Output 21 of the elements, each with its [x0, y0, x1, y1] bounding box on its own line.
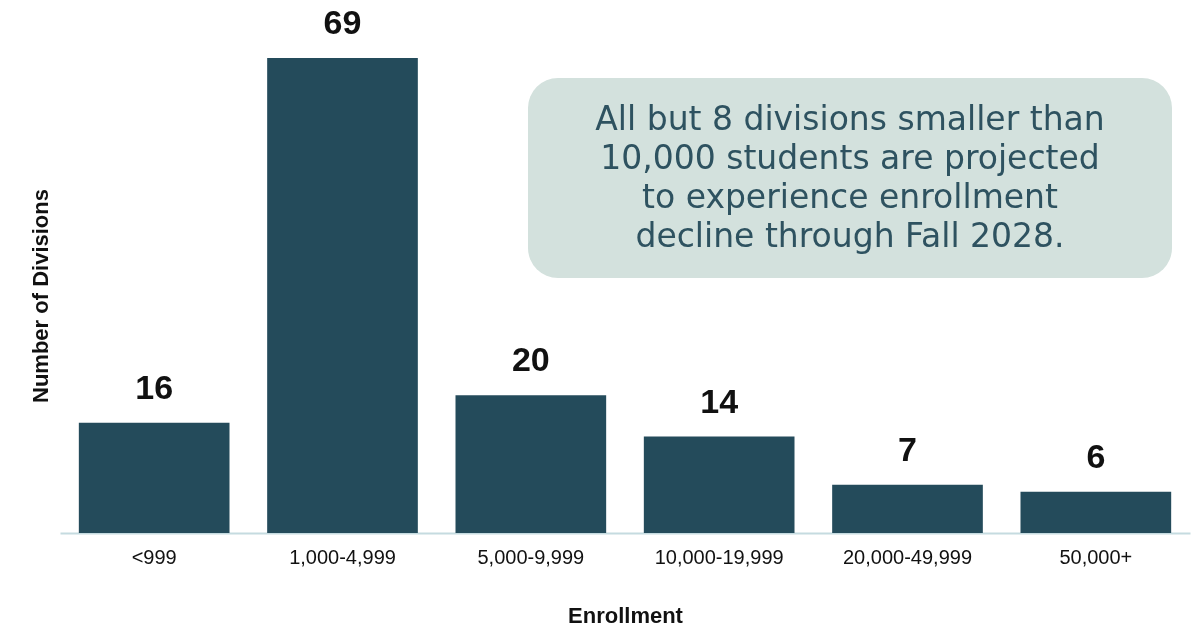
- y-axis-title: Number of Divisions: [27, 189, 53, 403]
- note-box: All but 8 divisions smaller than 10,000 students are projected to experience enrollment decline through Fall 2028.: [528, 78, 1172, 278]
- bar: [455, 395, 607, 533]
- data-label: 14: [700, 381, 739, 420]
- x-tick-label: 50,000+: [1059, 545, 1133, 568]
- data-label: 20: [511, 340, 550, 379]
- bar: [267, 58, 418, 533]
- x-tick-label: 10,000-19,999: [654, 545, 784, 568]
- data-label: 7: [898, 429, 917, 468]
- x-tick-label: 5,000-9,999: [477, 545, 585, 568]
- data-label: 6: [1086, 436, 1106, 475]
- bar: [643, 436, 795, 533]
- data-label: 16: [135, 367, 174, 406]
- x-axis-title: Enrollment: [568, 602, 684, 628]
- bar: [78, 422, 230, 533]
- bar: [832, 484, 983, 533]
- x-tick-label: 1,000-4,999: [289, 545, 396, 568]
- x-tick-label: 20,000-49,999: [842, 545, 973, 568]
- bar: [1020, 491, 1172, 533]
- x-tick-label: <999: [131, 545, 177, 568]
- data-label: 69: [323, 3, 362, 41]
